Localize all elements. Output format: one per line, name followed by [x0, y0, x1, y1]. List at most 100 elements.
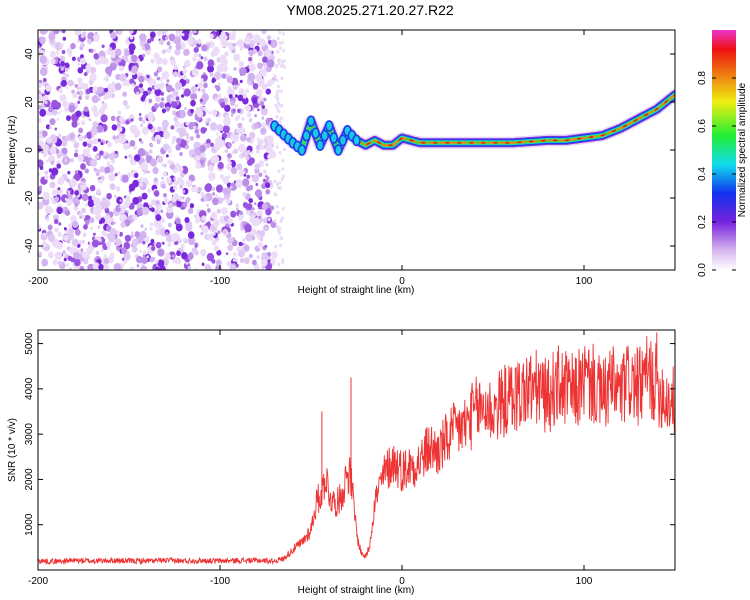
noise-speckle — [252, 174, 259, 183]
noise-speckle — [235, 205, 239, 209]
noise-speckle — [154, 87, 162, 97]
noise-speckle — [248, 253, 253, 259]
noise-speckle — [200, 78, 204, 82]
noise-speckle — [199, 98, 203, 103]
noise-speckle — [109, 252, 115, 258]
noise-speckle — [257, 50, 263, 57]
noise-speckle — [182, 201, 188, 208]
noise-speckle — [99, 150, 104, 156]
noise-speckle — [173, 116, 179, 122]
noise-speckle — [74, 152, 78, 158]
noise-speckle — [175, 128, 179, 132]
noise-speckle — [262, 62, 266, 66]
noise-speckle — [227, 158, 231, 162]
noise-speckle — [89, 217, 95, 224]
noise-speckle — [187, 207, 194, 214]
noise-speckle — [74, 190, 79, 196]
noise-speckle — [98, 107, 106, 115]
noise-speckle — [207, 64, 214, 73]
noise-speckle — [51, 99, 59, 109]
noise-speckle — [168, 202, 174, 209]
noise-speckle — [71, 104, 76, 110]
noise-speckle — [74, 84, 79, 88]
noise-speckle — [139, 33, 147, 42]
noise-speckle — [278, 181, 282, 185]
noise-speckle — [199, 144, 206, 153]
noise-speckle — [159, 39, 164, 46]
noise-speckle — [199, 224, 203, 229]
noise-speckle — [164, 265, 168, 269]
noise-speckle — [267, 217, 271, 221]
noise-speckle — [239, 79, 243, 84]
noise-speckle — [217, 93, 222, 99]
noise-speckle — [83, 72, 88, 77]
noise-speckle — [108, 173, 116, 182]
noise-speckle — [263, 178, 266, 182]
noise-speckle — [81, 193, 89, 202]
noise-speckle — [254, 114, 257, 118]
noise-speckle — [273, 219, 277, 223]
noise-speckle — [255, 183, 259, 186]
noise-speckle — [216, 124, 224, 132]
noise-speckle — [212, 231, 216, 236]
noise-speckle — [74, 203, 78, 207]
noise-speckle — [168, 45, 172, 50]
noise-speckle — [115, 150, 118, 154]
noise-speckle — [134, 172, 139, 178]
noise-speckle — [216, 249, 222, 256]
noise-speckle — [52, 109, 58, 116]
noise-speckle — [174, 120, 181, 128]
noise-speckle — [183, 88, 191, 97]
noise-speckle — [133, 132, 139, 138]
noise-speckle — [66, 232, 74, 241]
noise-speckle — [106, 213, 109, 217]
noise-speckle — [233, 67, 237, 71]
noise-speckle — [72, 196, 79, 204]
noise-speckle — [200, 248, 207, 257]
noise-speckle — [219, 31, 227, 41]
noise-speckle — [276, 106, 279, 110]
noise-speckle — [94, 31, 98, 35]
noise-speckle — [175, 223, 183, 232]
noise-speckle — [236, 207, 239, 211]
noise-speckle — [257, 108, 260, 112]
noise-speckle — [78, 95, 82, 101]
noise-speckle — [227, 218, 234, 225]
noise-speckle — [61, 139, 68, 147]
noise-speckle — [80, 57, 86, 65]
noise-speckle — [205, 110, 208, 113]
noise-speckle — [149, 36, 154, 42]
noise-speckle — [277, 262, 281, 267]
noise-speckle — [43, 232, 46, 236]
noise-speckle — [109, 47, 113, 51]
noise-speckle — [275, 63, 279, 68]
noise-speckle — [177, 196, 183, 202]
noise-speckle — [153, 190, 160, 197]
snr-x-tick-label: -200 — [28, 576, 48, 587]
noise-speckle — [155, 214, 162, 222]
noise-speckle — [130, 231, 134, 235]
noise-speckle — [111, 81, 116, 86]
noise-speckle — [131, 54, 138, 63]
noise-speckle — [241, 237, 246, 243]
noise-speckle — [38, 94, 43, 101]
noise-speckle — [242, 94, 247, 99]
noise-speckle — [87, 143, 92, 148]
noise-speckle — [175, 111, 180, 117]
noise-speckle — [42, 144, 50, 153]
noise-speckle — [161, 108, 166, 114]
noise-speckle — [217, 161, 224, 170]
noise-speckle — [245, 88, 250, 94]
colorbar: 0.0 0.2 0.4 0.6 0.8 Normalized spectral ampl… — [697, 30, 748, 277]
noise-speckle — [206, 138, 211, 145]
noise-speckle — [66, 198, 73, 206]
noise-speckle — [140, 161, 148, 171]
noise-speckle — [238, 88, 245, 95]
noise-speckle — [100, 217, 106, 224]
noise-speckle — [161, 49, 166, 55]
noise-speckle — [226, 261, 232, 267]
noise-speckle — [88, 265, 91, 269]
noise-speckle — [92, 138, 99, 145]
noise-speckle — [121, 263, 125, 267]
noise-speckle — [39, 108, 47, 117]
